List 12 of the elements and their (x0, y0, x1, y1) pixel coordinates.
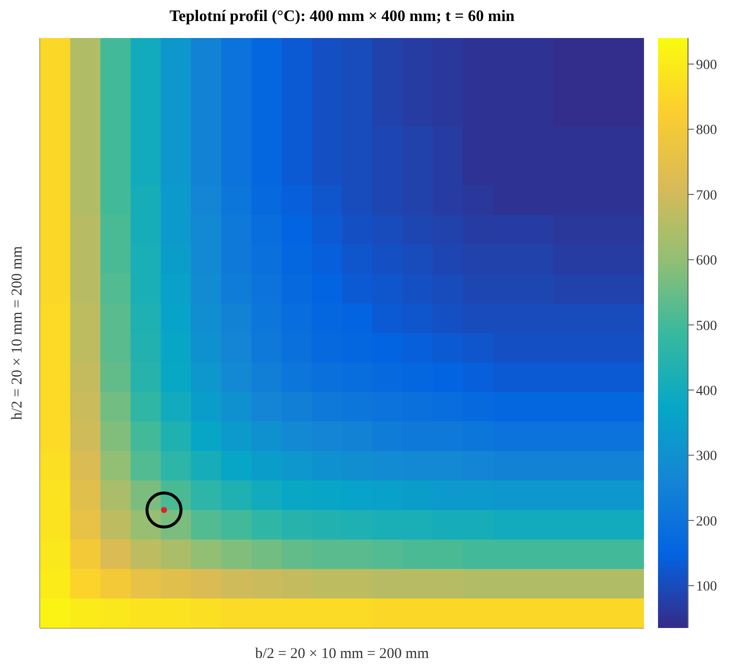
color-bar-label: 500 (696, 318, 717, 334)
y-axis-title: h/2 = 20 × 10 mm = 200 mm (9, 246, 26, 420)
color-bar-label: 400 (696, 384, 717, 400)
x-axis-title: b/2 = 20 × 10 mm = 200 mm (255, 646, 430, 662)
color-bar-label: 200 (696, 514, 717, 530)
color-bar-label: 300 (696, 449, 717, 464)
color-bar-label: 700 (696, 188, 717, 204)
chart-title: Teplotní profil (°C): 400 mm × 400 mm; t = 60 min (168, 8, 516, 26)
color-bar-label: 600 (696, 254, 717, 269)
color-bar-label: 900 (696, 58, 717, 74)
color-bar-label: 100 (696, 580, 717, 595)
color-bar-label: 800 (696, 123, 717, 138)
